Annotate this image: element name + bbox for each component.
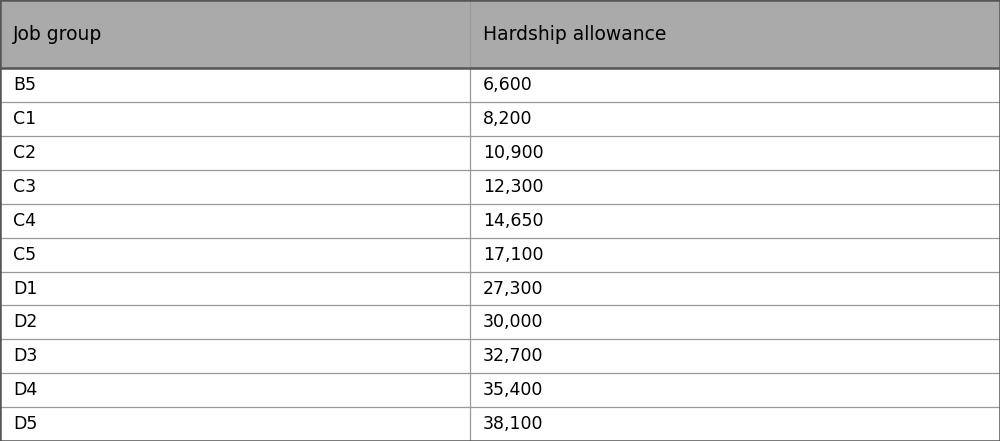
- Text: 38,100: 38,100: [483, 415, 544, 433]
- Bar: [0, 136, 1000, 170]
- Text: D4: D4: [13, 381, 37, 399]
- Text: 14,650: 14,650: [483, 212, 544, 230]
- Text: 10,900: 10,900: [483, 144, 544, 162]
- Bar: [0, 204, 1000, 238]
- Bar: [0, 272, 1000, 306]
- Bar: [0, 238, 1000, 272]
- Text: C2: C2: [13, 144, 36, 162]
- Text: B5: B5: [13, 76, 36, 94]
- Text: C3: C3: [13, 178, 36, 196]
- Text: C5: C5: [13, 246, 36, 264]
- Bar: [0, 68, 1000, 102]
- Bar: [0, 0, 1000, 68]
- Bar: [0, 102, 1000, 136]
- Text: 17,100: 17,100: [483, 246, 544, 264]
- Text: D2: D2: [13, 314, 37, 332]
- Bar: [0, 407, 1000, 441]
- Text: Hardship allowance: Hardship allowance: [483, 25, 666, 44]
- Bar: [0, 170, 1000, 204]
- Text: 35,400: 35,400: [483, 381, 543, 399]
- Bar: [0, 340, 1000, 373]
- Bar: [0, 373, 1000, 407]
- Text: Job group: Job group: [13, 25, 102, 44]
- Text: D5: D5: [13, 415, 37, 433]
- Text: 8,200: 8,200: [483, 110, 532, 128]
- Text: 30,000: 30,000: [483, 314, 544, 332]
- Text: C4: C4: [13, 212, 36, 230]
- Bar: [0, 306, 1000, 340]
- Text: C1: C1: [13, 110, 36, 128]
- Text: D1: D1: [13, 280, 37, 298]
- Text: 6,600: 6,600: [483, 76, 533, 94]
- Text: 32,700: 32,700: [483, 348, 544, 365]
- Text: D3: D3: [13, 348, 37, 365]
- Text: 27,300: 27,300: [483, 280, 544, 298]
- Text: 12,300: 12,300: [483, 178, 544, 196]
